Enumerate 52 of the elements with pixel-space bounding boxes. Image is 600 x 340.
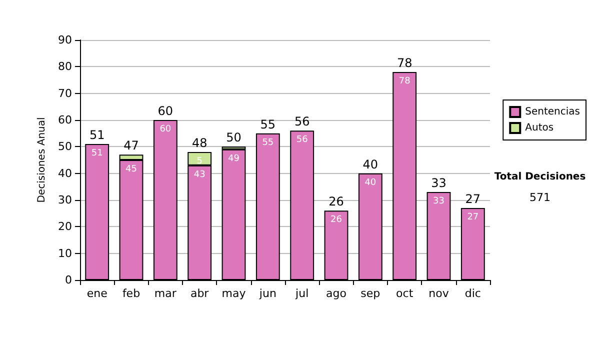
total-label: 33 bbox=[431, 176, 446, 190]
y-tick-label: 80 bbox=[58, 60, 72, 74]
legend-label: Autos bbox=[525, 122, 554, 134]
data-label: 55 bbox=[262, 138, 274, 148]
y-tick-label: 0 bbox=[65, 274, 72, 286]
data-label: 51 bbox=[91, 148, 103, 158]
y-axis-title: Decisiones Anual bbox=[36, 117, 48, 203]
x-tick-label: jun bbox=[258, 287, 276, 300]
total-label: 51 bbox=[89, 128, 105, 142]
data-label: 43 bbox=[194, 170, 206, 180]
y-tick-label: 20 bbox=[58, 220, 72, 234]
x-tick-label: oct bbox=[396, 287, 414, 300]
total-label: 48 bbox=[192, 136, 208, 150]
total-label: 78 bbox=[396, 56, 412, 70]
total-label: 27 bbox=[465, 192, 481, 206]
y-tick-label: 70 bbox=[58, 86, 72, 100]
total-label: 47 bbox=[124, 138, 139, 153]
x-tick-label: jul bbox=[294, 287, 309, 300]
total-label: 50 bbox=[226, 130, 242, 145]
x-tick-label: ago bbox=[326, 287, 347, 300]
total-label: 60 bbox=[158, 104, 174, 118]
data-label: 40 bbox=[364, 178, 376, 188]
y-tick-label: 40 bbox=[58, 166, 72, 180]
x-tick-label: sep bbox=[360, 287, 380, 300]
data-label: 27 bbox=[467, 212, 479, 222]
y-tick-label: 10 bbox=[58, 246, 72, 260]
data-label: 78 bbox=[398, 76, 411, 86]
y-tick-label: 90 bbox=[58, 34, 72, 46]
text: 571 bbox=[530, 191, 550, 204]
x-tick-label: mar bbox=[154, 287, 177, 300]
x-tick-label: dic bbox=[464, 287, 481, 300]
data-label: 5 bbox=[196, 156, 202, 166]
total-label: 40 bbox=[362, 157, 378, 172]
data-label: 33 bbox=[433, 196, 444, 206]
legend-label: Sentencias bbox=[525, 106, 580, 118]
total-label: 55 bbox=[260, 117, 276, 132]
data-label: 49 bbox=[228, 154, 240, 164]
x-tick-label: abr bbox=[190, 287, 210, 300]
data-label: 56 bbox=[296, 135, 308, 146]
data-label: 60 bbox=[160, 124, 172, 134]
total-label: 56 bbox=[294, 114, 310, 129]
x-tick-label: feb bbox=[122, 287, 140, 300]
total-label: 26 bbox=[328, 194, 344, 209]
y-tick-label: 30 bbox=[58, 194, 72, 206]
data-label: 45 bbox=[126, 164, 137, 174]
x-tick-label: may bbox=[222, 287, 246, 300]
y-tick-label: 50 bbox=[58, 140, 72, 154]
x-tick-label: ene bbox=[86, 287, 108, 300]
data-label: 26 bbox=[330, 215, 342, 226]
y-tick-label: 60 bbox=[58, 114, 72, 126]
x-tick-label: nov bbox=[428, 287, 450, 300]
text: Total Decisiones bbox=[494, 172, 586, 182]
